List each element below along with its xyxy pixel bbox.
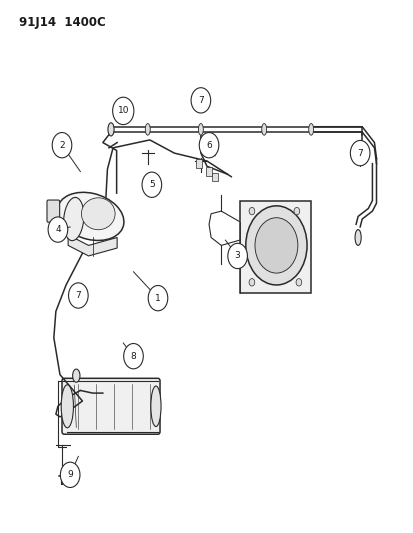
Circle shape: [48, 217, 68, 242]
Circle shape: [227, 243, 247, 269]
Ellipse shape: [198, 124, 203, 135]
Text: 1: 1: [155, 294, 161, 303]
Ellipse shape: [61, 385, 73, 428]
Polygon shape: [239, 200, 311, 293]
Bar: [195, 159, 202, 168]
Text: 7: 7: [356, 149, 362, 158]
Circle shape: [249, 207, 254, 215]
Ellipse shape: [145, 124, 150, 135]
Circle shape: [69, 283, 88, 308]
Polygon shape: [68, 235, 117, 256]
Circle shape: [293, 207, 299, 215]
Circle shape: [60, 462, 80, 488]
Text: 7: 7: [197, 96, 203, 105]
Circle shape: [245, 206, 306, 285]
Text: 4: 4: [55, 225, 61, 234]
Ellipse shape: [57, 192, 123, 240]
Circle shape: [123, 343, 143, 369]
Bar: [205, 167, 212, 176]
Circle shape: [148, 286, 167, 311]
FancyBboxPatch shape: [62, 378, 160, 434]
Text: 3: 3: [234, 252, 240, 261]
Text: 5: 5: [149, 180, 154, 189]
Bar: [211, 173, 218, 181]
Ellipse shape: [64, 197, 84, 241]
Circle shape: [142, 172, 161, 197]
Circle shape: [199, 133, 218, 158]
Circle shape: [249, 279, 254, 286]
Circle shape: [191, 88, 210, 113]
Text: 9: 9: [67, 470, 73, 479]
Ellipse shape: [308, 124, 313, 135]
Ellipse shape: [354, 230, 360, 245]
Ellipse shape: [108, 123, 114, 136]
Ellipse shape: [261, 124, 266, 135]
Circle shape: [254, 217, 297, 273]
Ellipse shape: [81, 198, 115, 230]
Text: 10: 10: [117, 107, 129, 116]
Text: 2: 2: [59, 141, 65, 150]
Circle shape: [349, 140, 369, 166]
Circle shape: [112, 97, 133, 125]
Text: 7: 7: [75, 291, 81, 300]
Ellipse shape: [150, 386, 161, 426]
FancyBboxPatch shape: [47, 200, 59, 222]
Text: 91J14  1400C: 91J14 1400C: [19, 16, 106, 29]
Text: 6: 6: [206, 141, 211, 150]
Ellipse shape: [72, 369, 80, 382]
Circle shape: [52, 133, 71, 158]
Circle shape: [295, 279, 301, 286]
Text: 8: 8: [130, 352, 136, 361]
